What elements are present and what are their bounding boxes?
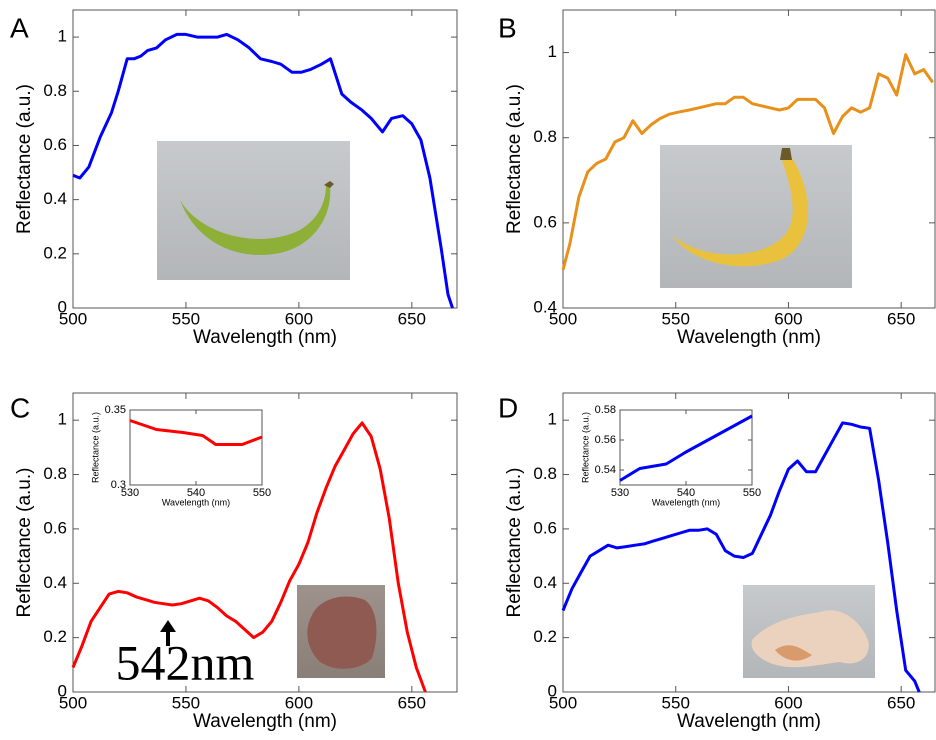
axes-box — [562, 9, 936, 309]
x-tick-label: 500 — [59, 309, 87, 328]
x-tick-label: 540 — [187, 487, 205, 499]
x-axis-label: Wavelength (nm) — [193, 327, 337, 348]
y-tick-label: 0.4 — [533, 573, 557, 592]
x-tick-label: 650 — [887, 309, 915, 328]
y-tick-label: 0.58 — [595, 404, 616, 416]
x-tick-label: 550 — [172, 693, 200, 712]
data-line — [619, 414, 753, 482]
x-tick-label: 530 — [611, 487, 629, 499]
panel-label: C — [10, 392, 30, 423]
y-tick-label: 0.4 — [43, 573, 67, 592]
y-tick-label: 0 — [58, 681, 67, 700]
y-tick-label: 0.2 — [43, 627, 67, 646]
x-tick-label: 600 — [774, 309, 802, 328]
y-axis-label: Reflectance (a.u.) — [504, 84, 525, 234]
y-tick-label: 1 — [548, 42, 557, 61]
y-tick-label: 0.56 — [595, 434, 616, 446]
annotation: 542nm — [116, 634, 255, 690]
data-line — [72, 32, 454, 309]
x-tick-label: 650 — [398, 309, 426, 328]
y-axis-label: Reflectance (a.u.) — [14, 84, 35, 234]
x-axis-label: Wavelength (nm) — [677, 327, 821, 348]
x-tick-label: 530 — [121, 487, 139, 499]
y-tick-label: 0.4 — [533, 297, 557, 316]
y-tick-label: 1 — [548, 410, 557, 429]
x-tick-label: 550 — [253, 487, 271, 499]
y-tick-label: 0.6 — [533, 212, 557, 231]
x-axis-label: Wavelength (nm) — [677, 711, 821, 732]
y-tick-label: 0.8 — [533, 127, 557, 146]
y-tick-label: 0.35 — [105, 404, 126, 416]
x-tick-label: 600 — [285, 693, 313, 712]
y-tick-label: 0.8 — [533, 464, 557, 483]
y-tick-label: 0 — [58, 297, 67, 316]
y-tick-label: 0.6 — [43, 135, 67, 154]
data-line — [561, 53, 934, 271]
y-tick-label: 0.2 — [533, 627, 557, 646]
panel-label: D — [498, 392, 518, 423]
photo-yellow-banana — [660, 145, 852, 288]
arrow — [160, 620, 176, 646]
data-line — [71, 421, 427, 693]
x-tick-label: 540 — [677, 487, 695, 499]
x-axis-label: Wavelength (nm) — [162, 497, 230, 507]
inset-background — [620, 410, 752, 485]
y-tick-label: 0 — [548, 681, 557, 700]
data-line — [129, 419, 263, 446]
x-tick-label: 650 — [887, 693, 915, 712]
inset-background — [130, 410, 262, 485]
y-tick-label: 1 — [58, 410, 67, 429]
x-tick-label: 600 — [774, 693, 802, 712]
axes-box — [562, 392, 936, 693]
photo-fat-tissue — [743, 585, 875, 678]
y-tick-label: 1 — [58, 27, 67, 46]
x-tick-label: 500 — [549, 693, 577, 712]
x-tick-label: 500 — [59, 693, 87, 712]
y-tick-label: 0.8 — [43, 464, 67, 483]
x-tick-label: 550 — [662, 309, 690, 328]
y-axis-label: Reflectance (a.u.) — [580, 412, 590, 483]
photo-green-banana — [157, 141, 350, 280]
y-tick-label: 0.6 — [43, 518, 67, 537]
y-tick-label: 0.3 — [111, 479, 126, 491]
y-axis-label: Reflectance (a.u.) — [504, 468, 525, 618]
panel-label: A — [10, 12, 29, 43]
x-axis-label: Wavelength (nm) — [193, 711, 337, 732]
photo-red-tissue — [297, 585, 385, 678]
y-tick-label: 0.54 — [595, 464, 616, 476]
x-axis-label: Wavelength (nm) — [652, 497, 720, 507]
x-tick-label: 500 — [549, 309, 577, 328]
x-tick-label: 550 — [172, 309, 200, 328]
y-axis-label: Reflectance (a.u.) — [14, 468, 35, 618]
axes-box — [72, 9, 458, 309]
x-tick-label: 600 — [285, 309, 313, 328]
x-tick-label: 650 — [398, 693, 426, 712]
y-tick-label: 0.2 — [43, 243, 67, 262]
y-tick-label: 0.6 — [533, 518, 557, 537]
panel-label: B — [498, 12, 517, 43]
y-tick-label: 0.8 — [43, 81, 67, 100]
x-tick-label: 550 — [743, 487, 761, 499]
y-axis-label: Reflectance (a.u.) — [90, 412, 100, 483]
axes-box — [72, 392, 458, 693]
y-tick-label: 0.4 — [43, 189, 67, 208]
x-tick-label: 550 — [662, 693, 690, 712]
data-line — [561, 421, 921, 693]
